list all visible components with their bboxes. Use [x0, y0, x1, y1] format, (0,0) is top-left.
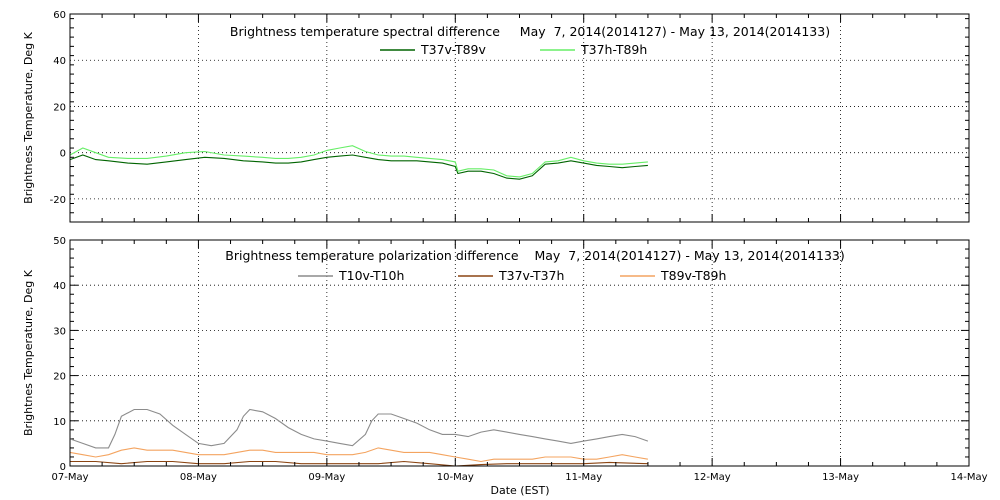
x-tick-label: 12-May — [694, 472, 731, 483]
series-line-t37v-t37h — [70, 460, 648, 467]
y-tick-label: 40 — [53, 56, 66, 67]
series-line-t37v-t89v — [69, 154, 648, 180]
spectral-series — [69, 145, 648, 180]
series-line-t37h-t89h — [69, 145, 648, 178]
legend-label: T37h-T89h — [580, 42, 647, 57]
y-tick-label: -20 — [50, 195, 66, 206]
spectral-y-axis-title: Brightness Temperature, Deg K — [22, 31, 35, 203]
polarization-difference-panel: 0 10 20 30 40 50 07-May 08-May 09-May 10-May 11-M… — [22, 236, 988, 497]
spectral-difference-panel: -20 0 20 40 60 Brightness temperature spectr… — [22, 10, 970, 223]
y-tick-label: 10 — [53, 417, 66, 428]
date-x-axis: 07-May 08-May 09-May 10-May 11-May 12-May 13-M… — [51, 472, 987, 483]
y-tick-label: 50 — [53, 236, 66, 247]
polarization-y-axis-title: Brightnes Temperature, Deg K — [22, 269, 35, 436]
y-tick-label: 0 — [60, 462, 66, 473]
x-tick-label: 07-May — [51, 472, 88, 483]
polarization-series — [69, 408, 649, 467]
y-tick-label: 20 — [53, 372, 66, 383]
x-tick-label: 10-May — [437, 472, 474, 483]
spectral-legend: T37v-T89v T37h-T89h — [380, 42, 647, 57]
series-line-t89v-t89h — [69, 447, 648, 463]
polarization-grid — [70, 240, 969, 466]
polarization-plot-title: Brightness temperature polarization diff… — [225, 248, 845, 263]
y-tick-label: 40 — [53, 281, 66, 292]
y-tick-label: 0 — [60, 149, 66, 160]
polarization-legend: T10v-T10h T37v-T37h T89v-T89h — [298, 268, 726, 283]
spectral-y-axis: -20 0 20 40 60 — [50, 10, 969, 223]
legend-label: T37v-T37h — [498, 268, 564, 283]
x-tick-label: 14-May — [950, 472, 987, 483]
y-tick-label: 20 — [53, 102, 66, 113]
spectral-plot-title: Brightness temperature spectral differen… — [230, 24, 830, 39]
x-axis-title: Date (EST) — [490, 484, 549, 497]
x-tick-label: 11-May — [565, 472, 602, 483]
x-tick-label: 09-May — [308, 472, 345, 483]
legend-label: T10v-T10h — [338, 268, 404, 283]
y-tick-label: 60 — [53, 10, 66, 21]
x-tick-label: 13-May — [822, 472, 859, 483]
legend-label: T89v-T89h — [660, 268, 726, 283]
spectral-grid — [70, 14, 969, 222]
x-tick-label: 08-May — [180, 472, 217, 483]
legend-label: T37v-T89v — [420, 42, 487, 57]
series-line-t10v-t10h — [69, 408, 649, 449]
y-tick-label: 30 — [53, 326, 66, 337]
